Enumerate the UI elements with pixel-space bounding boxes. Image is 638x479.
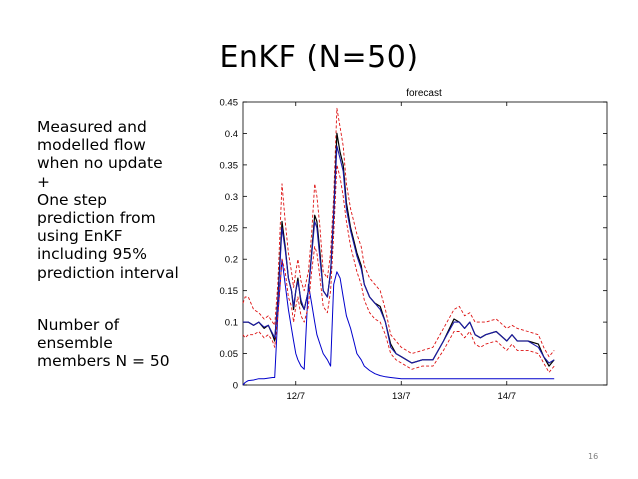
series-line-interval: [242, 107, 555, 358]
plot-area: [242, 101, 608, 386]
series-group: [242, 107, 555, 386]
y-tick-label: 0.4: [225, 129, 238, 140]
y-tick-label: 0.35: [220, 160, 239, 171]
y-tick-label: 0.2: [225, 255, 238, 266]
y-tick-label: 0.3: [225, 192, 238, 203]
y-tick-label: 0.1: [225, 318, 238, 329]
axis-ticks: 0 0.05 0.1 0.15 0.2 0.25 0.3 0.35 0.4 0.45 12/7 13/…: [220, 98, 607, 402]
series-line-measured: [243, 132, 555, 367]
description-line: +: [37, 172, 50, 191]
y-tick-label: 0.15: [220, 286, 239, 297]
x-tick-label: 14/7: [498, 391, 517, 402]
note-line: members N = 50: [37, 352, 170, 371]
description-line: when no update: [37, 154, 163, 173]
note-line: ensemble: [37, 334, 113, 353]
page-number: 16: [588, 452, 599, 461]
x-tick-label: 12/7: [287, 391, 306, 402]
slide-description: Measured and modelled flow when no updat…: [37, 118, 217, 370]
chart-title: forecast: [406, 88, 442, 99]
description-line: One step: [37, 190, 108, 209]
series-line-prediction: [243, 145, 555, 364]
note-line: Number of: [37, 315, 120, 334]
y-tick-label: 0.25: [220, 223, 239, 234]
description-line: prediction from: [37, 209, 156, 228]
slide-title: EnKF (N=50): [219, 40, 419, 75]
y-tick-label: 0.05: [220, 349, 239, 360]
y-tick-label: 0.45: [220, 98, 239, 109]
series-line-interval: [242, 164, 555, 373]
description-line: Measured and: [37, 118, 147, 136]
description-line: modelled flow: [37, 136, 146, 155]
y-tick-label: 0: [233, 381, 238, 392]
x-tick-label: 13/7: [392, 391, 411, 402]
description-line: including 95%: [37, 245, 147, 264]
series-line-no-update: [242, 258, 555, 386]
description-line: prediction interval: [37, 263, 179, 282]
description-line: using EnKF: [37, 227, 123, 246]
